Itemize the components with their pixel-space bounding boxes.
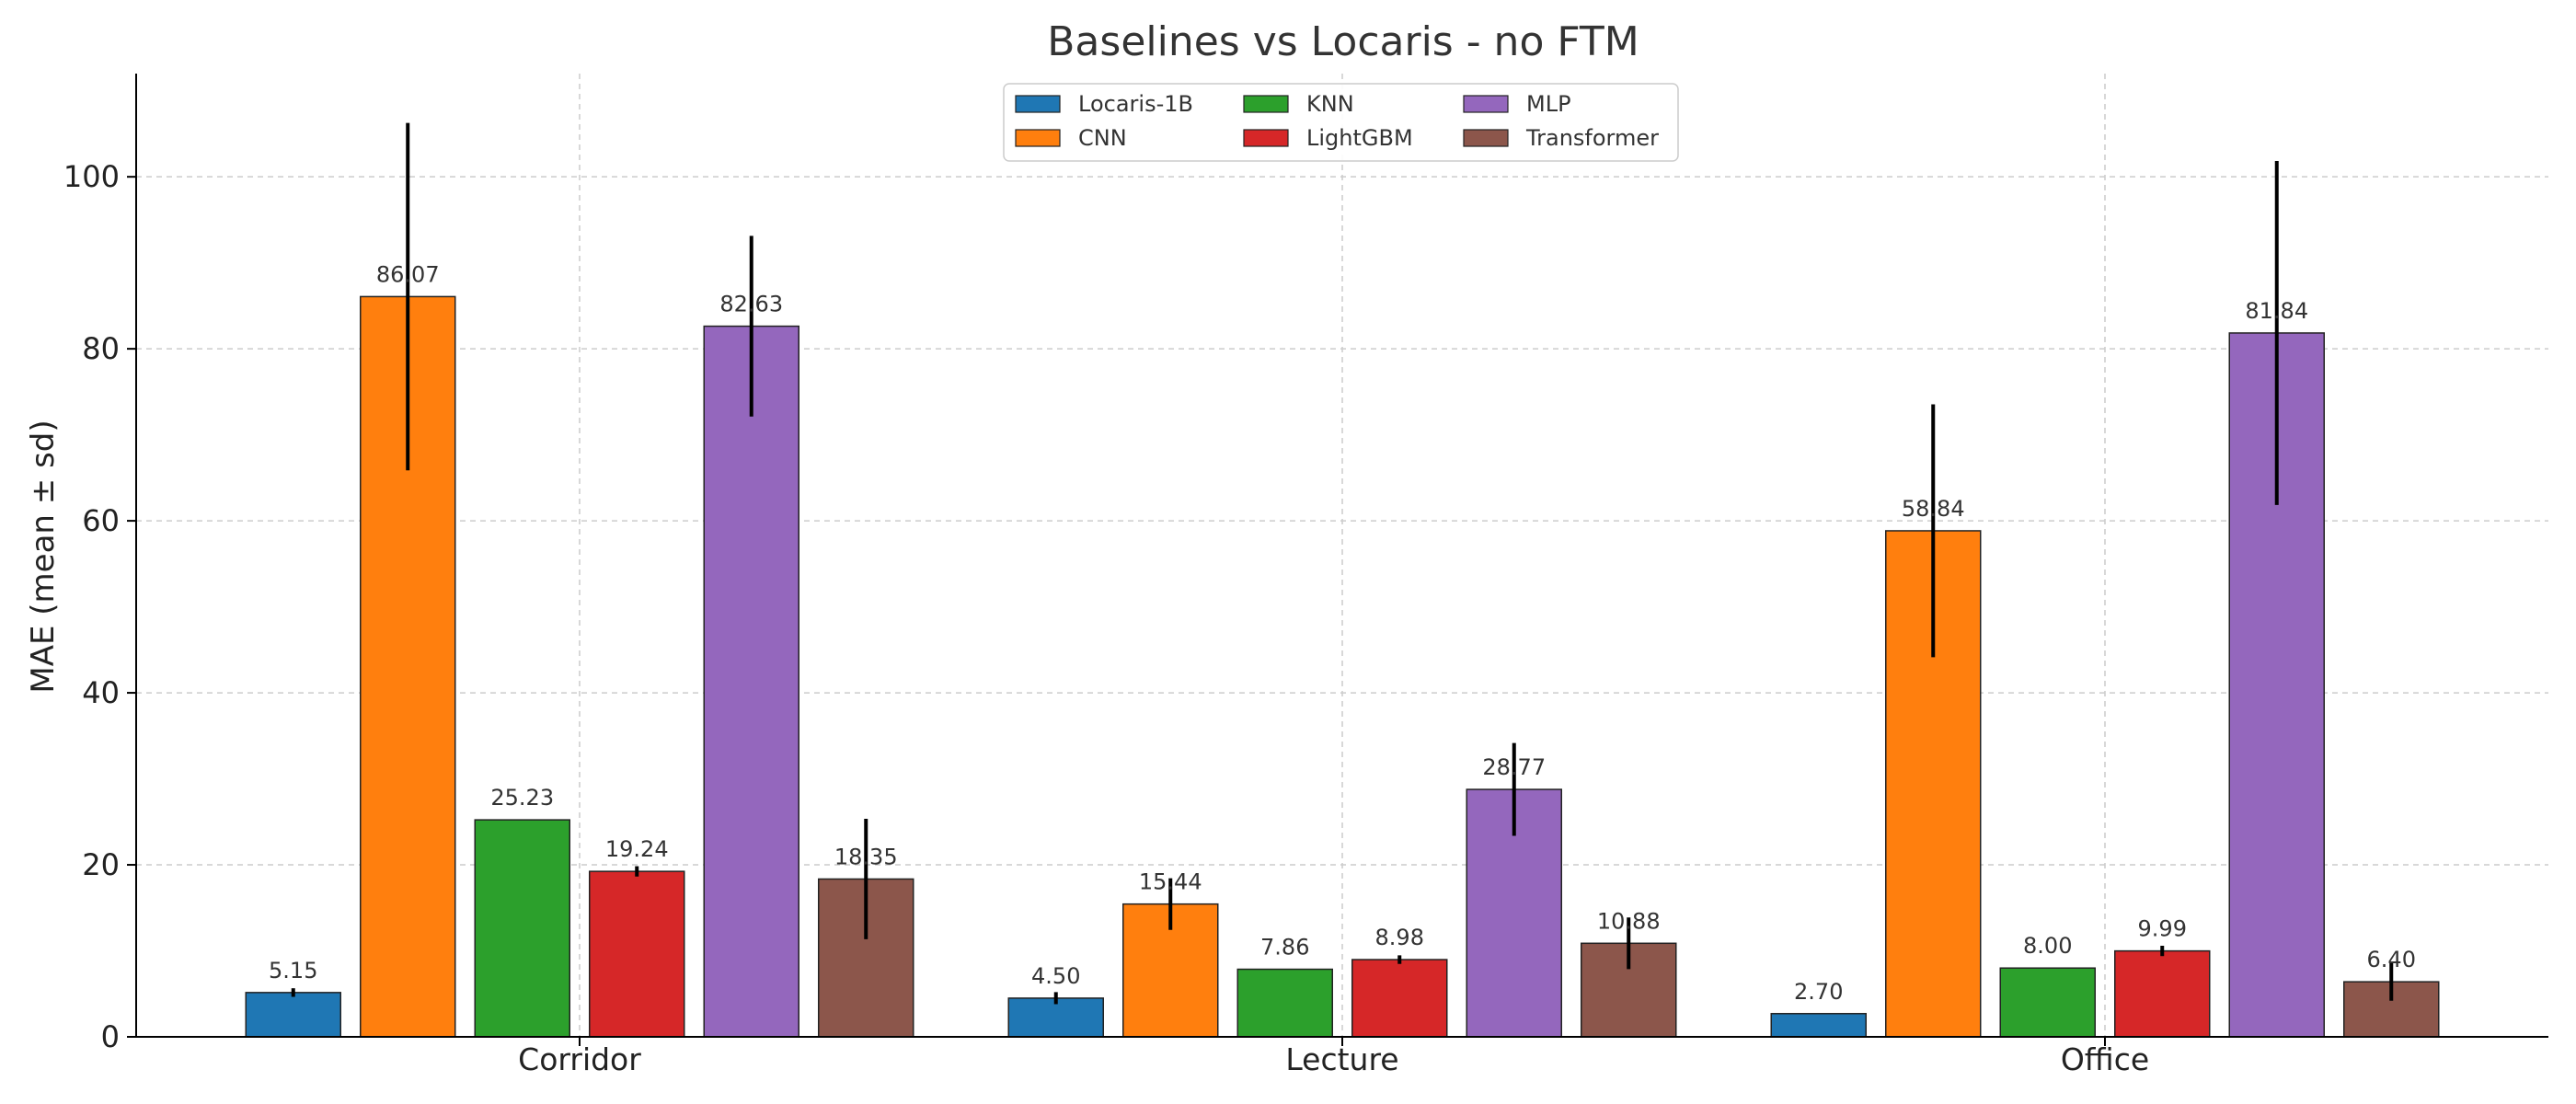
y-tick-label: 40 [82, 675, 120, 710]
bar [1770, 1013, 1867, 1038]
data-label: 9.99 [2138, 916, 2187, 942]
data-label: 6.40 [2367, 947, 2416, 972]
x-tick-label: Lecture [1285, 1041, 1398, 1077]
data-label: 8.98 [1375, 925, 1424, 950]
legend-label: CNN [1078, 125, 1127, 151]
data-label: 19.24 [605, 836, 669, 862]
data-label: 7.86 [1260, 935, 1309, 960]
legend-label: KNN [1306, 91, 1354, 117]
y-tick-label: 80 [82, 331, 120, 366]
data-label: 8.00 [2023, 933, 2072, 959]
legend-label: Locaris-1B [1078, 91, 1193, 117]
legend-box [1003, 83, 1679, 162]
legend-label: Transformer [1525, 125, 1659, 151]
data-label: 81.84 [2245, 298, 2308, 324]
data-label: 10.88 [1597, 908, 1661, 934]
y-axis-label: MAE (mean ± sd) [25, 420, 62, 693]
bar [589, 870, 685, 1038]
bar [2114, 949, 2211, 1038]
x-tick-label: Office [2061, 1041, 2149, 1077]
bar [1351, 959, 1448, 1038]
legend-swatch [1243, 95, 1289, 113]
bar [245, 992, 341, 1038]
data-label: 86.07 [376, 261, 440, 287]
data-label: 2.70 [1794, 979, 1843, 1005]
legend-swatch [1463, 129, 1509, 147]
y-tick-label: 100 [63, 159, 120, 194]
y-tick-label: 20 [82, 847, 120, 882]
legend-swatch [1015, 95, 1061, 113]
legend-label: MLP [1526, 91, 1571, 117]
bar [703, 325, 799, 1038]
legend-swatch [1243, 129, 1289, 147]
data-label: 18.35 [834, 844, 898, 869]
y-tick-label: 0 [101, 1019, 120, 1054]
legend-swatch [1015, 129, 1061, 147]
data-label: 15.44 [1139, 869, 1202, 895]
y-tick-label: 60 [82, 503, 120, 538]
bar [1999, 967, 2096, 1038]
data-label: 58.84 [1902, 496, 1965, 522]
data-label: 5.15 [269, 958, 317, 983]
legend-label: LightGBM [1306, 125, 1413, 151]
data-label: 25.23 [490, 785, 554, 811]
legend-swatch [1463, 95, 1509, 113]
chart-title: Baselines vs Locaris - no FTM [1047, 18, 1639, 65]
data-label: 82.63 [719, 292, 783, 317]
x-tick-label: Corridor [518, 1041, 641, 1077]
bar [474, 819, 570, 1038]
data-label: 4.50 [1031, 963, 1080, 989]
data-label: 28.77 [1482, 754, 1546, 780]
legend: Locaris-1B CNN KNN LightGBM MLP Transformer [1003, 83, 1679, 162]
bar [1236, 968, 1333, 1038]
